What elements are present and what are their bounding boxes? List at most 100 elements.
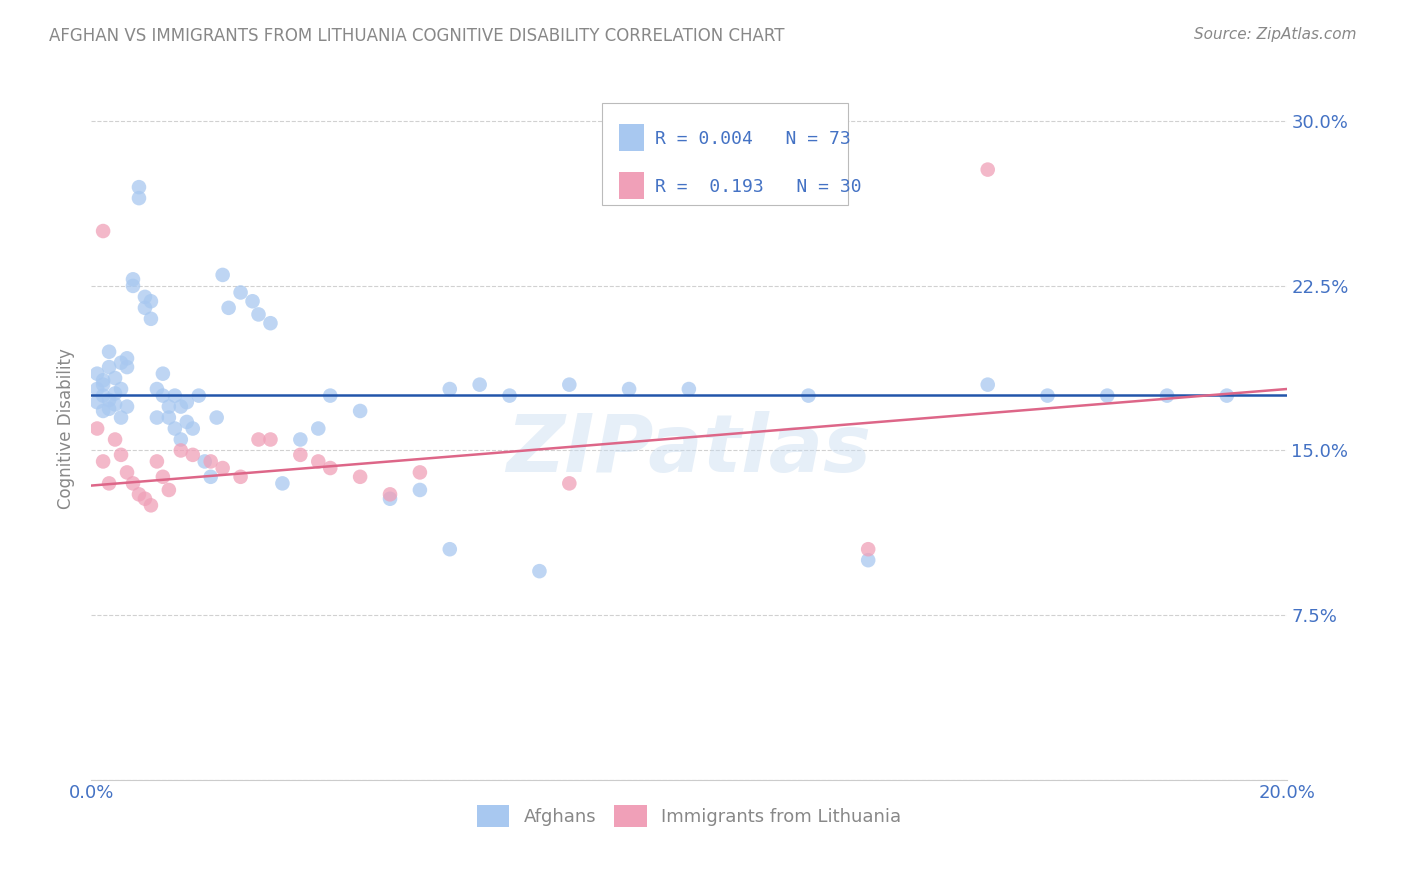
Point: [1036, 389, 1059, 403]
Point: [498, 389, 520, 403]
Text: AFGHAN VS IMMIGRANTS FROM LITHUANIA COGNITIVE DISABILITY CORRELATION CHART: AFGHAN VS IMMIGRANTS FROM LITHUANIA COGN…: [49, 27, 785, 45]
Point: [290, 448, 312, 462]
Point: [110, 356, 132, 370]
Point: [91, 373, 114, 387]
Point: [98, 392, 121, 407]
Point: [409, 466, 432, 480]
Point: [349, 404, 371, 418]
Point: [122, 476, 145, 491]
Point: [259, 433, 281, 447]
Point: [1156, 389, 1178, 403]
Point: [98, 360, 121, 375]
Point: [146, 382, 169, 396]
Point: [146, 454, 169, 468]
Point: [128, 180, 150, 194]
Point: [856, 542, 879, 557]
Point: [91, 224, 114, 238]
Point: [157, 483, 180, 497]
Point: [439, 382, 461, 396]
Point: [259, 316, 281, 330]
Point: [139, 294, 162, 309]
Point: [152, 389, 174, 403]
Point: [146, 410, 169, 425]
Point: [110, 448, 132, 462]
Point: [529, 564, 551, 578]
Point: [134, 290, 156, 304]
Point: [617, 382, 640, 396]
Point: [86, 382, 108, 396]
Point: [271, 476, 294, 491]
Point: [200, 470, 222, 484]
Point: [211, 268, 233, 282]
Point: [115, 466, 138, 480]
Point: [91, 404, 114, 418]
Point: [163, 421, 186, 435]
Point: [91, 454, 114, 468]
Point: [319, 461, 342, 475]
Point: [205, 410, 228, 425]
Text: R = 0.004   N = 73: R = 0.004 N = 73: [655, 130, 851, 148]
Point: [1216, 389, 1239, 403]
Legend: Afghans, Immigrants from Lithuania: Afghans, Immigrants from Lithuania: [470, 797, 908, 834]
Point: [170, 400, 193, 414]
Point: [307, 421, 329, 435]
Point: [211, 461, 233, 475]
Point: [247, 307, 270, 321]
Point: [170, 433, 193, 447]
Point: [218, 301, 240, 315]
Point: [187, 389, 209, 403]
Point: [86, 421, 108, 435]
Y-axis label: Cognitive Disability: Cognitive Disability: [58, 348, 75, 509]
Point: [110, 410, 132, 425]
Point: [152, 470, 174, 484]
Point: [115, 400, 138, 414]
Point: [122, 272, 145, 286]
Point: [134, 491, 156, 506]
Point: [468, 377, 491, 392]
Point: [558, 476, 581, 491]
Point: [170, 443, 193, 458]
Point: [139, 311, 162, 326]
Point: [91, 389, 114, 403]
Point: [98, 401, 121, 416]
Point: [229, 470, 252, 484]
Point: [104, 433, 127, 447]
Point: [378, 487, 401, 501]
Point: [104, 397, 127, 411]
Point: [139, 499, 162, 513]
Point: [409, 483, 432, 497]
Point: [86, 367, 108, 381]
Point: [856, 553, 879, 567]
Point: [558, 377, 581, 392]
Text: ZIPatlas: ZIPatlas: [506, 410, 872, 489]
Point: [319, 389, 342, 403]
Point: [115, 351, 138, 366]
Point: [439, 542, 461, 557]
Point: [122, 279, 145, 293]
Point: [247, 433, 270, 447]
Point: [176, 395, 198, 409]
Point: [98, 476, 121, 491]
Point: [229, 285, 252, 300]
Point: [378, 491, 401, 506]
Point: [797, 389, 820, 403]
Point: [176, 415, 198, 429]
Point: [242, 294, 264, 309]
Point: [128, 487, 150, 501]
Point: [134, 301, 156, 315]
Point: [194, 454, 217, 468]
Point: [307, 454, 329, 468]
Point: [977, 377, 1000, 392]
Point: [200, 454, 222, 468]
Point: [104, 371, 127, 385]
Point: [157, 400, 180, 414]
Point: [1097, 389, 1119, 403]
Point: [290, 433, 312, 447]
Point: [128, 191, 150, 205]
Point: [86, 395, 108, 409]
Point: [98, 344, 121, 359]
Point: [163, 389, 186, 403]
Point: [152, 367, 174, 381]
Point: [349, 470, 371, 484]
Point: [181, 448, 204, 462]
